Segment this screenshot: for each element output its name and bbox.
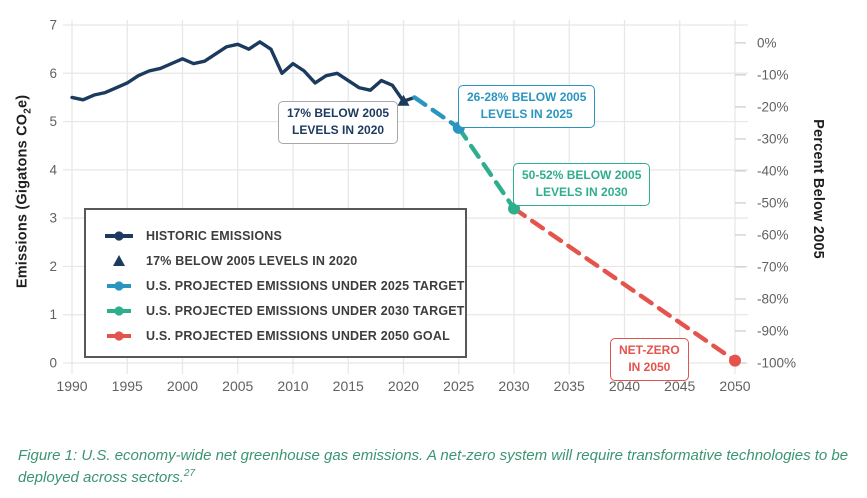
annotation-line: IN 2050 <box>628 359 671 374</box>
annotation-line: LEVELS IN 2025 <box>480 106 573 121</box>
percent-axis-tick-label: -50% <box>757 195 789 210</box>
annotation-line: 50-52% BELOW 2005 <box>522 168 642 182</box>
x-axis-tick-label: 2015 <box>333 378 364 394</box>
percent-axis-tick-label: -40% <box>757 163 789 178</box>
triangle-marker-icon <box>104 254 134 268</box>
x-axis-tick-label: 2010 <box>277 378 308 394</box>
left-axis-title-text: Emissions (Gigatons CO <box>14 113 31 289</box>
projection-2030-line-dot-icon <box>104 304 134 318</box>
legend-item-2050-goal: U.S. PROJECTED EMISSIONS UNDER 2050 GOAL <box>104 323 465 348</box>
right-axis-title: Percent Below 2005 <box>810 119 826 259</box>
figure-caption: Figure 1: U.S. economy-wide net greenhou… <box>18 446 863 488</box>
percent-axis-tick-label: -10% <box>757 67 789 82</box>
y-axis-tick-label: 5 <box>49 114 57 129</box>
projection-2025-line-dot-icon <box>104 279 134 293</box>
y-axis-tick-label: 3 <box>49 211 57 226</box>
x-axis-tick-label: 1990 <box>56 378 87 394</box>
legend-label: U.S. PROJECTED EMISSIONS UNDER 2050 GOAL <box>146 328 450 343</box>
left-axis-title-suffix: e) <box>14 94 31 109</box>
annotation-line: LEVELS IN 2020 <box>292 122 385 137</box>
legend-item-historic: HISTORIC EMISSIONS <box>104 223 465 248</box>
x-axis-tick-label: 1995 <box>112 378 143 394</box>
y-axis-tick-label: 4 <box>49 162 57 177</box>
x-axis-tick-label: 2035 <box>554 378 585 394</box>
annotation-line: 26-28% BELOW 2005 <box>467 90 587 104</box>
percent-axis-tick-label: -30% <box>757 131 789 146</box>
y-axis-tick-label: 6 <box>49 66 57 81</box>
caption-text-line1: Figure 1: U.S. economy-wide net greenhou… <box>18 447 723 464</box>
series-red-projection-line <box>511 206 738 363</box>
legend-label: HISTORIC EMISSIONS <box>146 228 283 243</box>
percent-axis-tick-label: 0% <box>757 35 777 50</box>
marker-circle-2050 <box>729 354 741 367</box>
x-axis-tick-label: 2005 <box>222 378 253 394</box>
x-axis-tick-label: 2040 <box>609 378 640 394</box>
x-axis-tick-label: 2025 <box>443 378 474 394</box>
x-axis-tick-label: 2000 <box>167 378 198 394</box>
projection-2050-line-dot-icon <box>104 329 134 343</box>
series-blue-projection-line <box>412 95 461 131</box>
left-axis-title: Emissions (Gigatons CO2e) <box>15 31 34 351</box>
series-teal-projection-line <box>456 125 517 211</box>
footnote-reference: 27 <box>183 467 196 479</box>
y-axis-tick-label: 1 <box>49 307 57 322</box>
annotation-26-28pct-below-2005: 26-28% BELOW 2005 LEVELS IN 2025 <box>458 85 596 128</box>
chart-legend: HISTORIC EMISSIONS 17% BELOW 2005 LEVELS… <box>84 208 467 358</box>
series-navy-historic-line <box>70 40 417 103</box>
legend-item-17pct-2020: 17% BELOW 2005 LEVELS IN 2020 <box>104 248 465 273</box>
percent-axis-tick-label: -100% <box>757 356 796 371</box>
x-axis-tick-label: 2045 <box>664 378 695 394</box>
percent-axis-tick-label: -60% <box>757 227 789 242</box>
legend-label: U.S. PROJECTED EMISSIONS UNDER 2025 TARG… <box>146 278 465 293</box>
left-axis-title-subscript: 2 <box>22 108 34 114</box>
annotation-line: LEVELS IN 2030 <box>535 184 628 199</box>
x-axis-tick-label: 2020 <box>388 378 419 394</box>
annotation-50-52pct-below-2005: 50-52% BELOW 2005 LEVELS IN 2030 <box>513 163 651 206</box>
y-axis-tick-label: 2 <box>49 259 57 274</box>
y-axis-tick-label: 7 <box>49 18 57 33</box>
annotation-line: NET-ZERO <box>619 343 680 357</box>
caption-text-line2: technologies to be deployed across secto… <box>18 447 849 486</box>
percent-axis-tick-label: -20% <box>757 99 789 114</box>
annotation-net-zero-2050: NET-ZERO IN 2050 <box>610 338 689 381</box>
percent-axis-tick-label: -70% <box>757 259 789 274</box>
annotation-line: 17% BELOW 2005 <box>287 106 390 120</box>
x-axis-tick-label: 2050 <box>719 378 750 394</box>
marker-triangle-2020 <box>397 94 410 106</box>
legend-item-2025-target: U.S. PROJECTED EMISSIONS UNDER 2025 TARG… <box>104 273 465 298</box>
legend-item-2030-target: U.S. PROJECTED EMISSIONS UNDER 2030 TARG… <box>104 298 465 323</box>
y-axis-tick-label: 0 <box>49 356 57 371</box>
percent-axis-tick-label: -80% <box>757 291 789 306</box>
annotation-17pct-below-2005: 17% BELOW 2005 LEVELS IN 2020 <box>278 101 399 144</box>
x-axis-tick-label: 2030 <box>498 378 529 394</box>
percent-axis-tick-label: -90% <box>757 323 789 338</box>
legend-label: U.S. PROJECTED EMISSIONS UNDER 2030 TARG… <box>146 303 465 318</box>
legend-label: 17% BELOW 2005 LEVELS IN 2020 <box>146 253 358 268</box>
historic-line-dot-icon <box>104 229 134 243</box>
